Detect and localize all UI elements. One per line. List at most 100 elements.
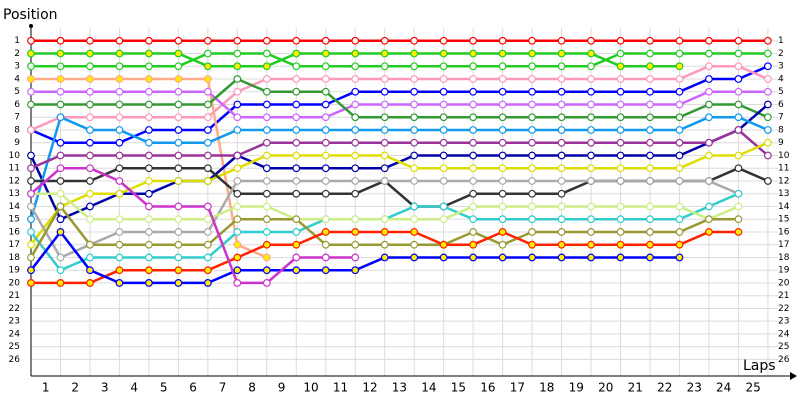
position-marker xyxy=(646,228,654,236)
position-marker xyxy=(292,36,301,45)
position-marker xyxy=(321,62,330,71)
position-marker xyxy=(439,62,448,71)
position-marker xyxy=(292,62,301,71)
position-marker xyxy=(616,138,625,147)
position-marker xyxy=(321,189,330,198)
position-marker xyxy=(705,215,713,224)
position-marker xyxy=(145,177,153,185)
position-marker xyxy=(321,253,330,262)
position-marker xyxy=(410,164,419,173)
position-marker xyxy=(410,113,419,122)
position-marker xyxy=(439,177,448,185)
position-marker xyxy=(705,177,713,185)
position-marker xyxy=(115,138,124,147)
position-marker xyxy=(233,36,242,45)
position-marker xyxy=(675,164,684,173)
position-marker xyxy=(292,215,301,224)
position-marker xyxy=(646,202,654,211)
position-marker xyxy=(86,266,94,275)
position-marker xyxy=(292,87,301,96)
position-marker xyxy=(587,49,595,58)
position-marker xyxy=(27,228,35,236)
position-marker xyxy=(763,138,772,147)
x-tick-label: 25 xyxy=(746,381,761,395)
position-marker xyxy=(27,151,35,160)
y-tick-label-right: 25 xyxy=(778,342,789,352)
position-marker xyxy=(27,126,35,134)
position-marker xyxy=(557,177,566,185)
position-marker xyxy=(675,138,684,147)
position-marker xyxy=(321,75,330,83)
position-marker xyxy=(675,151,684,160)
y-tick-label: 15 xyxy=(9,215,20,225)
position-marker xyxy=(203,151,212,160)
position-marker xyxy=(233,266,242,275)
position-marker xyxy=(557,62,566,71)
position-marker xyxy=(675,62,684,71)
position-marker xyxy=(763,49,772,58)
plot xyxy=(27,36,772,287)
position-marker xyxy=(675,87,684,96)
position-marker xyxy=(351,75,360,83)
position-marker xyxy=(56,228,65,236)
position-marker xyxy=(262,49,271,58)
position-marker xyxy=(675,36,684,45)
position-marker xyxy=(115,113,124,122)
x-axis-title: Laps xyxy=(743,358,776,374)
position-marker xyxy=(86,279,94,287)
position-marker xyxy=(646,215,654,224)
position-marker xyxy=(351,189,360,198)
y-tick-label-right: 9 xyxy=(778,138,784,148)
position-marker xyxy=(27,266,35,275)
position-marker xyxy=(27,164,35,173)
position-marker xyxy=(292,164,301,173)
series-line xyxy=(30,64,769,132)
y-tick-label-right: 1 xyxy=(778,36,784,46)
position-marker xyxy=(528,202,536,211)
position-marker xyxy=(498,75,507,83)
position-marker xyxy=(321,151,330,160)
position-marker xyxy=(528,138,536,147)
position-marker xyxy=(439,202,448,211)
position-marker xyxy=(763,126,772,134)
y-tick-label: 24 xyxy=(9,329,21,339)
position-marker xyxy=(557,126,566,134)
position-marker xyxy=(56,279,65,287)
position-marker xyxy=(27,177,35,185)
position-marker xyxy=(233,202,242,211)
position-marker xyxy=(675,126,684,134)
position-marker xyxy=(587,240,595,249)
position-marker xyxy=(292,75,301,83)
position-marker xyxy=(705,202,713,211)
position-marker xyxy=(262,215,271,224)
position-marker xyxy=(27,202,35,211)
position-marker xyxy=(380,49,389,58)
position-marker xyxy=(616,215,625,224)
position-marker xyxy=(528,126,536,134)
position-marker xyxy=(410,202,419,211)
position-marker xyxy=(86,87,94,96)
position-marker xyxy=(528,62,536,71)
position-marker xyxy=(498,240,507,249)
position-marker xyxy=(498,87,507,96)
position-marker xyxy=(469,253,478,262)
position-marker xyxy=(646,151,654,160)
position-marker xyxy=(174,266,183,275)
position-marker xyxy=(763,113,772,122)
position-marker xyxy=(675,75,684,83)
position-marker xyxy=(86,138,94,147)
position-marker xyxy=(262,279,271,287)
position-marker xyxy=(86,177,94,185)
position-marker xyxy=(262,177,271,185)
position-marker xyxy=(498,36,507,45)
position-marker xyxy=(439,240,448,249)
y-tick-label-right: 19 xyxy=(778,266,790,276)
position-marker xyxy=(262,126,271,134)
y-tick-label: 13 xyxy=(9,189,20,199)
position-marker xyxy=(763,75,772,83)
y-tick-label: 11 xyxy=(9,164,20,174)
position-marker xyxy=(203,266,212,275)
position-marker xyxy=(351,253,360,262)
position-marker xyxy=(321,215,330,224)
position-marker xyxy=(262,164,271,173)
